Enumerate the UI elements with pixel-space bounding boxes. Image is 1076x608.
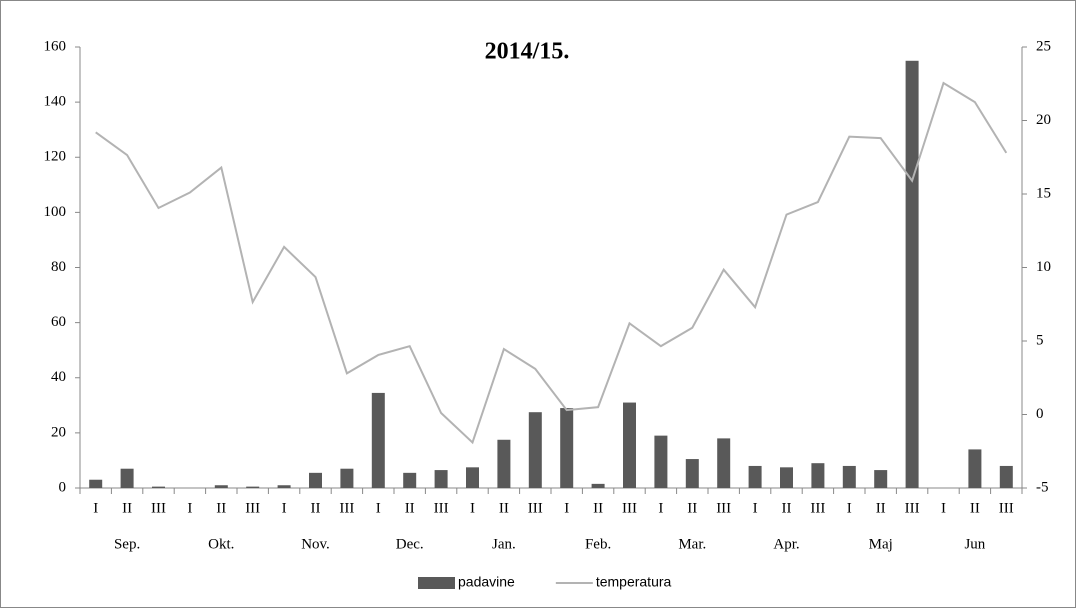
y2-tick-label: -5 [1036, 479, 1049, 495]
x-tick-label: III [905, 500, 920, 516]
x-tick-label: I [753, 500, 758, 516]
x-tick-label: I [658, 500, 663, 516]
x-group-label: Jun [964, 536, 985, 552]
x-tick-label: I [470, 500, 475, 516]
x-tick-label: II [311, 500, 321, 516]
x-group-label: Dec. [396, 536, 424, 552]
x-tick-label: I [564, 500, 569, 516]
bar [277, 485, 291, 488]
x-group-label: Okt. [208, 536, 234, 552]
y2-tick-label: 15 [1036, 185, 1051, 201]
y2-tick-label: 25 [1036, 38, 1051, 54]
x-tick-label: III [716, 500, 731, 516]
x-tick-label: I [93, 500, 98, 516]
bar [748, 465, 762, 488]
x-group-label: Nov. [301, 536, 330, 552]
bar [466, 467, 479, 488]
x-tick-label: I [282, 500, 287, 516]
legend-label: padavine [458, 574, 515, 590]
legend: padavine temperatura [418, 574, 672, 590]
chart-title: 2014/15. [485, 39, 570, 65]
x-tick-label: II [593, 500, 603, 516]
y-tick-label: 40 [51, 369, 66, 385]
bar [591, 483, 605, 488]
bar [654, 435, 668, 488]
bar [968, 449, 982, 488]
y2-tick-label: 10 [1036, 259, 1051, 275]
bar [560, 408, 574, 488]
x-tick-label: I [376, 500, 381, 516]
y-tick-label: 160 [44, 38, 67, 54]
line [95, 81, 1008, 445]
bar [152, 486, 165, 488]
x-tick-label: III [999, 500, 1014, 516]
y-tick-label: 20 [51, 424, 66, 440]
y2-tick-label: 0 [1036, 406, 1044, 422]
y-tick-label: 0 [59, 479, 67, 495]
bar [780, 467, 793, 488]
x-tick-label: III [434, 500, 449, 516]
y-tick-label: 100 [44, 204, 67, 220]
bar [246, 486, 260, 488]
legend-label: temperatura [596, 574, 672, 590]
x-group-label: Apr. [773, 536, 799, 552]
x-group-label: Jan. [492, 536, 516, 552]
x-tick-label: II [216, 500, 226, 516]
bar [999, 465, 1013, 488]
y-tick-label: 80 [51, 259, 66, 275]
x-tick-label: II [876, 500, 886, 516]
legend-swatch [418, 577, 455, 589]
bar [497, 439, 511, 488]
x-tick-label: I [847, 500, 852, 516]
bar [874, 470, 888, 488]
x-tick-label: III [339, 500, 354, 516]
y-tick-label: 140 [44, 94, 67, 110]
bar [528, 412, 542, 488]
bar [717, 438, 731, 488]
bar [811, 463, 825, 488]
x-tick-label: II [499, 500, 509, 516]
x-group-label: Feb. [585, 536, 611, 552]
x-tick-label: II [970, 500, 980, 516]
x-tick-label: III [151, 500, 166, 516]
x-group-label: Mar. [678, 536, 706, 552]
x-tick-label: I [941, 500, 946, 516]
bar [905, 60, 919, 488]
x-group-label: Sep. [114, 536, 140, 552]
x-tick-label: II [687, 500, 697, 516]
x-tick-label: III [245, 500, 260, 516]
x-group-label: Maj [869, 536, 893, 552]
bar [309, 472, 322, 488]
x-tick-label: I [187, 500, 192, 516]
y2-tick-label: 20 [1036, 112, 1051, 128]
bar [214, 485, 228, 488]
x-tick-label: III [622, 500, 637, 516]
bar [403, 472, 417, 488]
bar [623, 402, 636, 488]
bar [434, 470, 448, 488]
x-tick-label: II [122, 500, 132, 516]
x-tick-label: III [810, 500, 825, 516]
y-tick-label: 60 [51, 314, 66, 330]
y-tick-label: 120 [44, 149, 67, 165]
bar [340, 468, 354, 488]
bar [120, 468, 134, 488]
x-tick-label: III [528, 500, 543, 516]
x-tick-label: II [405, 500, 415, 516]
bar [685, 459, 699, 488]
y2-tick-label: 5 [1036, 332, 1044, 348]
x-tick-label: II [782, 500, 792, 516]
bar [89, 479, 103, 488]
bar [842, 465, 856, 488]
bar [371, 392, 385, 488]
